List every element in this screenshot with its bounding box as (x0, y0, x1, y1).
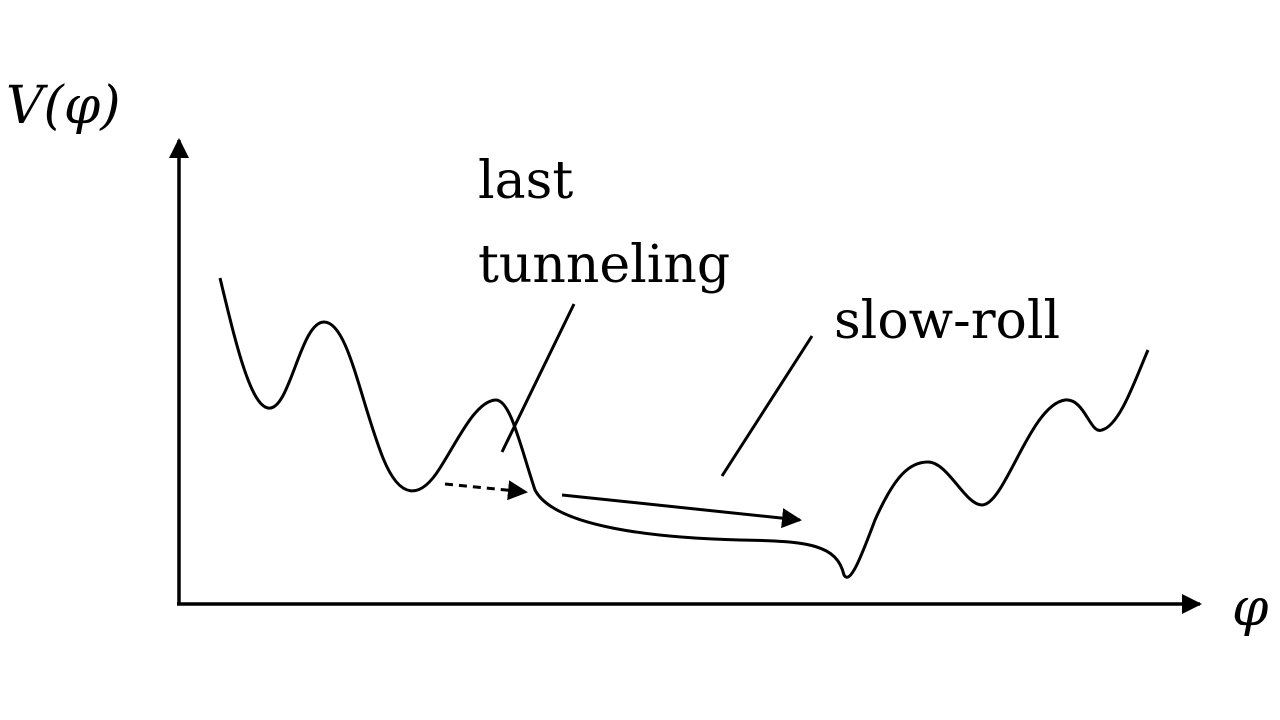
last-tunneling-label-line1: last (478, 151, 573, 211)
tunneling-arrow (444, 480, 528, 501)
slow-roll-arrow (561, 493, 802, 529)
last-tunneling-label-line2: tunneling (478, 235, 730, 295)
slow-roll-leader (720, 335, 814, 477)
potential-curve (218, 277, 1150, 579)
y-axis-label: V(φ) (6, 76, 121, 136)
x-axis-label: φ (1232, 578, 1269, 638)
last-tunneling-leader (500, 303, 576, 453)
slow-roll-label: slow-roll (834, 291, 1060, 351)
